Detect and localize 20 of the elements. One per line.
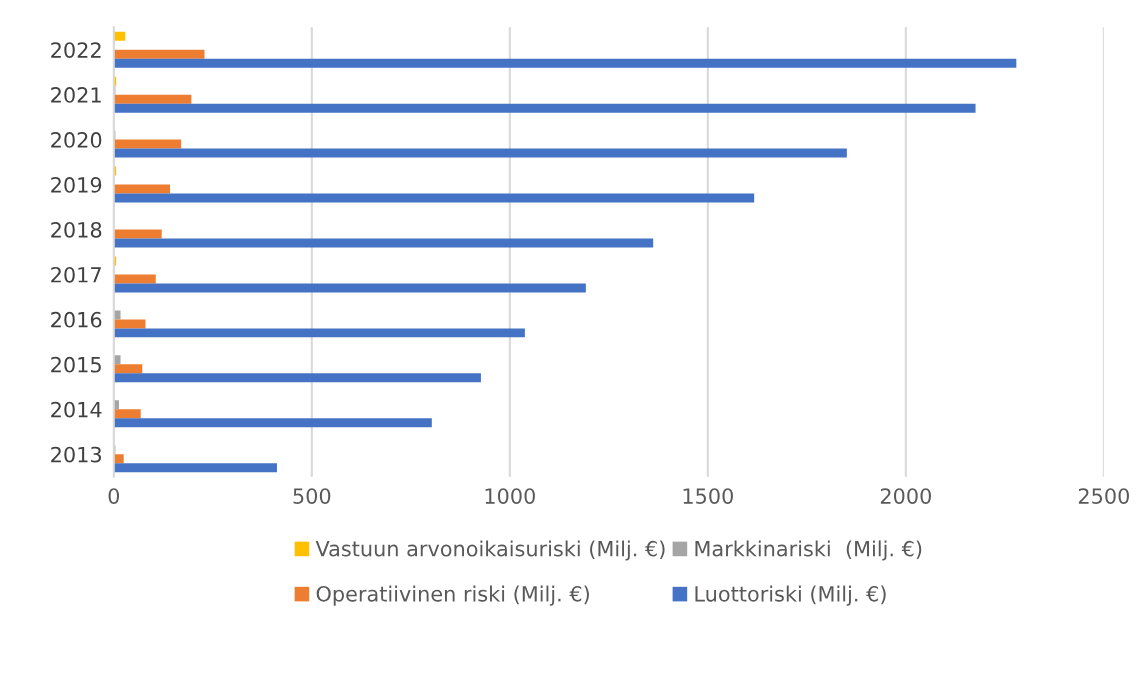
- x-tick-label: 0: [108, 488, 120, 504]
- x-tick-label: 1000: [485, 488, 535, 504]
- legend-label: Markkinariski (Milj. €): [695, 540, 922, 561]
- y-tick-label: 2015: [51, 356, 101, 373]
- y-tick-label: 2020: [51, 132, 102, 148]
- x-tick-label: 2500: [1078, 488, 1129, 504]
- y-tick-label: 2018: [51, 221, 102, 238]
- legend-label: Luottoriski (Milj. €): [695, 585, 886, 606]
- y-tick-label: 2022: [51, 42, 101, 58]
- y-tick-label: 2019: [51, 177, 102, 193]
- y-tick-label: 2021: [51, 87, 101, 103]
- x-tick-label: 500: [293, 488, 331, 504]
- legend-label: Vastuun arvonoikaisuriski (Milj. €): [315, 540, 665, 561]
- y-tick-label: 2016: [51, 311, 102, 328]
- y-tick-label: 2014: [51, 401, 102, 418]
- y-tick-label: 2017: [51, 266, 101, 283]
- x-tick-label: 1500: [683, 488, 733, 504]
- y-tick-label: 2013: [51, 446, 102, 463]
- x-tick-label: 2000: [880, 488, 931, 504]
- legend-label: Operatiivinen riski (Milj. €): [316, 585, 589, 606]
